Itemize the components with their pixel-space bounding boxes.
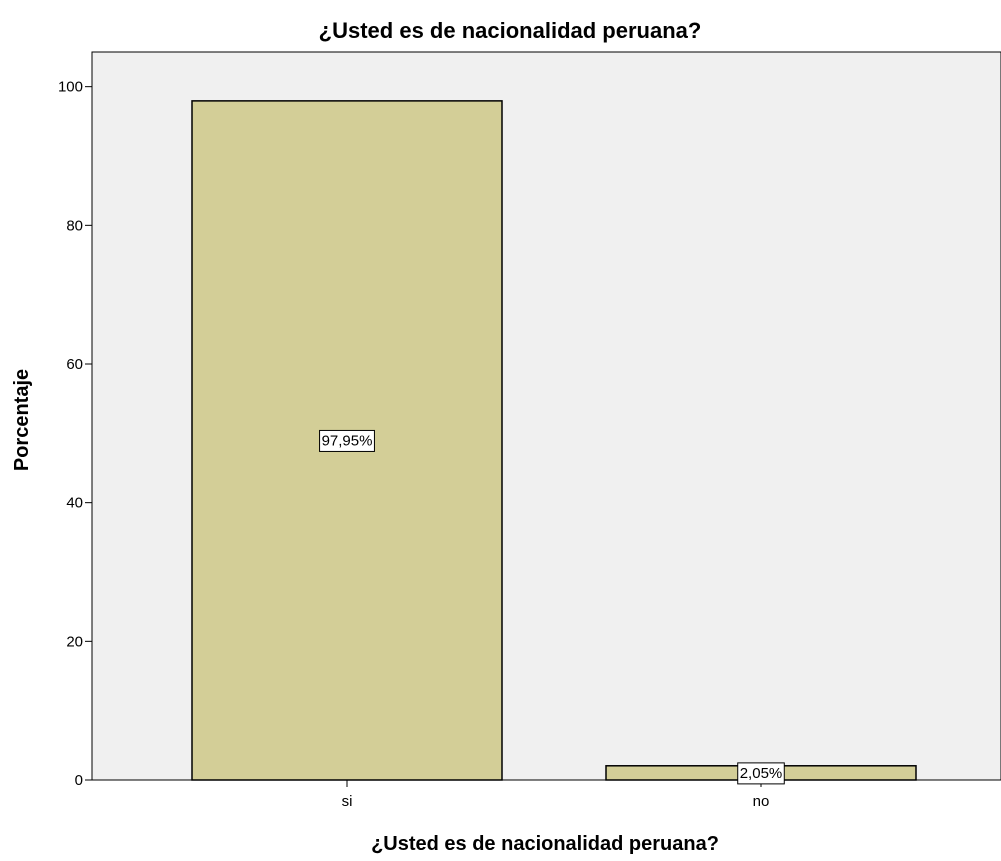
y-tick-label: 100 bbox=[58, 79, 83, 96]
y-tick-label: 20 bbox=[66, 633, 83, 650]
y-tick-label: 80 bbox=[66, 217, 83, 234]
y-tick-label: 40 bbox=[66, 495, 83, 512]
y-tick-label: 0 bbox=[75, 772, 83, 789]
chart-title: ¿Usted es de nacionalidad peruana? bbox=[319, 18, 702, 43]
x-axis-title: ¿Usted es de nacionalidad peruana? bbox=[371, 833, 719, 855]
data-labels: 97,95% 2,05% bbox=[319, 429, 785, 785]
data-label-box bbox=[319, 429, 375, 452]
y-tick-label: 60 bbox=[66, 356, 83, 373]
data-label-box bbox=[737, 762, 785, 785]
data-label-text: 2,05% bbox=[740, 765, 783, 782]
data-label-si: 97,95% bbox=[319, 429, 375, 452]
data-label-no: 2,05% bbox=[737, 762, 785, 785]
x-tick-label-no: no bbox=[753, 793, 770, 810]
y-axis: 0 20 40 60 80 100 bbox=[58, 52, 93, 789]
x-tick-label-si: si bbox=[342, 793, 353, 810]
data-label-text: 97,95% bbox=[322, 432, 373, 449]
x-axis: si no bbox=[92, 779, 1001, 810]
y-axis-title: Porcentaje bbox=[11, 369, 33, 471]
